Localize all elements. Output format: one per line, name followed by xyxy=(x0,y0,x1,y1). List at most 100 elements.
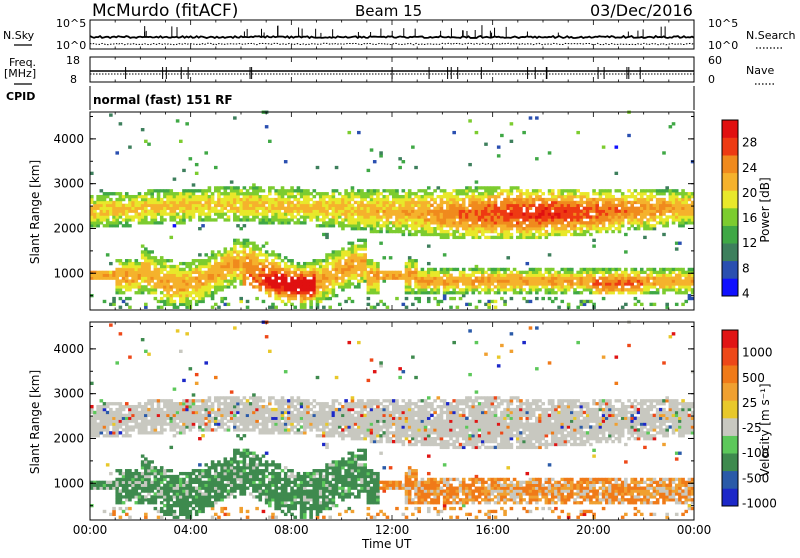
power-cell xyxy=(433,233,437,236)
power-cell xyxy=(154,207,158,210)
power-cell xyxy=(529,221,533,224)
velocity-cell xyxy=(96,405,100,408)
power-cell xyxy=(297,218,301,221)
power-cell xyxy=(481,279,485,282)
power-cell xyxy=(592,285,596,288)
power-cell xyxy=(344,271,348,274)
power-cell xyxy=(325,279,329,282)
power-cell xyxy=(341,253,345,256)
power-cell xyxy=(630,210,634,213)
power-cell xyxy=(513,224,517,227)
power-cell xyxy=(274,291,278,294)
power-cell xyxy=(230,250,234,253)
power-cell xyxy=(427,279,431,282)
velocity-cell xyxy=(150,420,154,423)
power-cell xyxy=(373,285,377,288)
power-cell xyxy=(119,282,123,285)
power-cell xyxy=(688,268,692,271)
power-cell xyxy=(576,207,580,210)
power-cell xyxy=(144,277,148,280)
power-cell xyxy=(592,303,596,306)
power-cell xyxy=(471,207,475,210)
velocity-cell xyxy=(128,492,132,495)
power-cell xyxy=(278,204,282,207)
velocity-cell xyxy=(147,475,151,478)
power-cell xyxy=(239,201,243,204)
power-cell xyxy=(125,279,129,282)
velocity-cell xyxy=(147,460,151,463)
velocity-cell xyxy=(147,466,151,469)
power-cell xyxy=(319,279,323,282)
power-cell xyxy=(106,218,110,221)
power-cell xyxy=(421,274,425,277)
power-cell xyxy=(624,201,628,204)
power-cell xyxy=(462,279,466,282)
power-cell xyxy=(599,230,603,233)
power-cell xyxy=(211,218,215,221)
power-cell xyxy=(344,265,348,268)
power-cell xyxy=(179,207,183,210)
power-cell xyxy=(589,271,593,274)
power-cell xyxy=(309,300,313,303)
velocity-cell xyxy=(135,422,139,425)
power-cell xyxy=(653,212,657,215)
power-cell xyxy=(681,215,685,218)
power-cell xyxy=(325,262,329,265)
power-cell xyxy=(182,291,186,294)
power-cell xyxy=(258,204,262,207)
power-cell xyxy=(338,221,342,224)
power-cell xyxy=(214,268,218,271)
power-cell xyxy=(379,218,383,221)
power-cell xyxy=(258,218,262,221)
power-cell xyxy=(424,210,428,213)
power-cell xyxy=(271,306,275,309)
power-cell xyxy=(185,300,189,303)
power-cell xyxy=(475,277,479,280)
power-cell xyxy=(592,207,596,210)
power-cell xyxy=(313,277,317,280)
power-cell xyxy=(185,274,189,277)
power-cell xyxy=(526,215,530,218)
power-cell xyxy=(220,300,224,303)
power-cell xyxy=(506,230,510,233)
power-cell xyxy=(131,195,135,198)
power-cell xyxy=(456,212,460,215)
power-cell xyxy=(526,210,530,213)
power-cell xyxy=(557,215,561,218)
power-cell xyxy=(208,265,212,268)
power-cell xyxy=(204,207,208,210)
power-cell xyxy=(233,212,237,215)
power-cell xyxy=(309,210,313,213)
power-cell xyxy=(529,288,533,291)
power-cell xyxy=(347,218,351,221)
power-cell xyxy=(370,282,374,285)
velocity-cell xyxy=(106,431,110,434)
velocity-cell xyxy=(128,420,132,423)
velocity-cell xyxy=(150,466,154,469)
power-cell xyxy=(239,300,243,303)
power-cell xyxy=(615,271,619,274)
power-cell xyxy=(624,279,628,282)
power-cell xyxy=(347,277,351,280)
power-cell xyxy=(471,285,475,288)
power-cell xyxy=(392,192,396,195)
power-cell xyxy=(243,218,247,221)
power-cell xyxy=(182,221,186,224)
power-cell xyxy=(669,288,673,291)
power-cell xyxy=(290,303,294,306)
power-cell xyxy=(570,207,574,210)
power-cell xyxy=(322,218,326,221)
velocity-cell xyxy=(138,431,142,434)
velocity-cell xyxy=(103,417,107,420)
velocity-cell xyxy=(179,510,183,513)
power-cell xyxy=(258,198,262,201)
power-cell xyxy=(290,262,294,265)
power-cell xyxy=(347,247,351,250)
power-cell xyxy=(227,279,231,282)
power-cell xyxy=(217,204,221,207)
power-cell xyxy=(586,210,590,213)
power-cell xyxy=(344,215,348,218)
velocity-cell xyxy=(103,405,107,408)
power-cell xyxy=(513,215,517,218)
power-cell xyxy=(185,294,189,297)
